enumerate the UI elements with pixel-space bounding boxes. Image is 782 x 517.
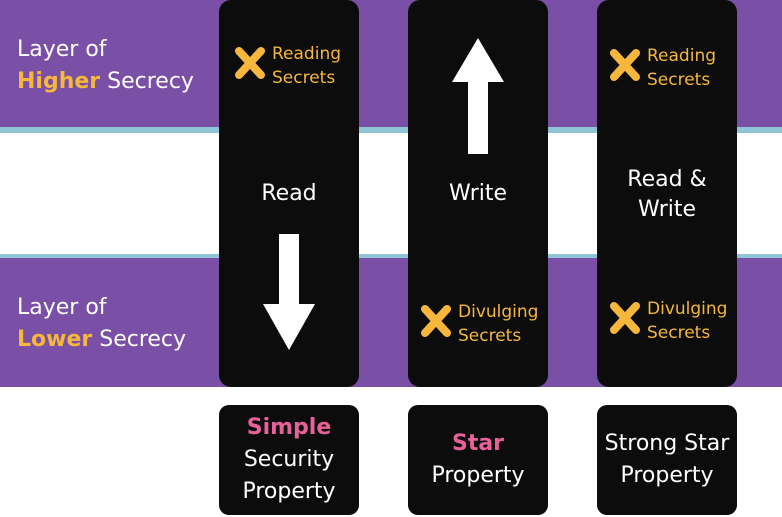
blocked-line2: Secrets <box>647 323 711 343</box>
band-separator <box>0 127 782 133</box>
write-column: Write Divulging Secrets <box>408 0 548 387</box>
lower-layer-suffix: Secrecy <box>99 327 187 352</box>
x-mark-icon <box>610 49 640 81</box>
strong-star-property: Strong Star Property <box>597 405 737 515</box>
higher-layer-prefix: Layer of <box>17 37 107 62</box>
read-write-line1: Read & <box>627 167 707 192</box>
arrow-up-icon <box>452 38 504 154</box>
lower-layer-highlight: Lower <box>17 327 93 352</box>
higher-layer-highlight: Higher <box>17 69 101 94</box>
property-line2: Property <box>620 463 714 488</box>
read-column: Reading Secrets Read <box>219 0 359 387</box>
star-property: Star Property <box>408 405 548 515</box>
simple-security-property: Simple Security Property <box>219 405 359 515</box>
blocked-reading-secrets: Reading Secrets <box>234 44 342 90</box>
blocked-line1: Divulging <box>458 302 539 322</box>
blocked-line2: Secrets <box>458 326 522 346</box>
higher-layer-label: Layer of Higher Secrecy <box>17 34 194 98</box>
blocked-line2: Secrets <box>647 70 711 90</box>
x-mark-icon <box>235 47 265 79</box>
read-label: Read <box>261 181 317 206</box>
blocked-line2: Secrets <box>272 68 336 88</box>
read-write-column: Reading Secrets Read & Write Divulging S… <box>597 0 737 387</box>
band-separator <box>0 254 782 260</box>
blocked-line1: Divulging <box>647 299 728 319</box>
blocked-line1: Reading <box>272 44 342 64</box>
blocked-reading-secrets: Reading Secrets <box>609 46 717 92</box>
property-line2: Property <box>431 463 525 488</box>
blocked-divulging-secrets: Divulging Secrets <box>609 299 728 345</box>
property-line1: Strong Star <box>604 431 730 456</box>
blocked-line1: Reading <box>647 46 717 66</box>
lower-layer-prefix: Layer of <box>17 295 107 320</box>
lower-layer-label: Layer of Lower Secrecy <box>17 292 186 356</box>
property-accent: Star <box>451 431 505 456</box>
x-mark-icon <box>421 305 451 337</box>
read-write-line2: Write <box>637 197 697 222</box>
read-write-label: Read & Write <box>597 165 737 225</box>
property-line2: Security <box>243 447 335 472</box>
property-line3: Property <box>242 479 336 504</box>
arrow-down-icon <box>263 234 315 350</box>
blocked-divulging-secrets: Divulging Secrets <box>420 302 539 348</box>
property-accent: Simple <box>246 415 332 440</box>
higher-layer-suffix: Secrecy <box>107 69 194 94</box>
x-mark-icon <box>610 302 640 334</box>
write-label: Write <box>448 181 508 206</box>
